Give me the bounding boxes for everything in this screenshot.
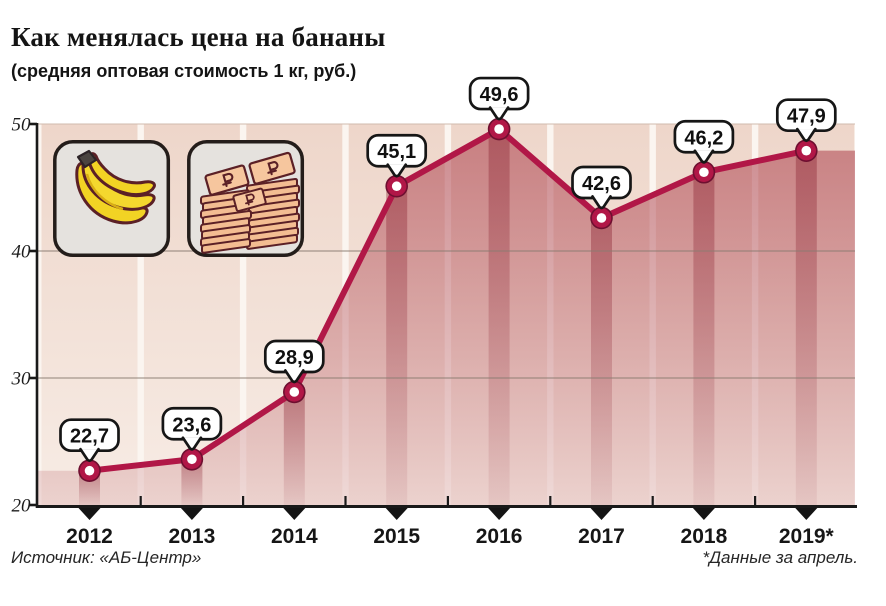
data-callout: 23,6 xyxy=(161,406,223,451)
y-axis-label: 20 xyxy=(12,496,32,517)
x-tick-triangle xyxy=(692,508,715,520)
data-point-marker-center xyxy=(596,213,607,223)
y-axis-label: 30 xyxy=(11,369,32,390)
point-column xyxy=(488,129,510,505)
callout-value: 49,6 xyxy=(480,84,519,106)
x-axis-label: 2017 xyxy=(578,525,625,548)
x-axis-label: 2013 xyxy=(169,525,216,548)
data-callout: 42,6 xyxy=(571,165,632,210)
callout-value: 42,6 xyxy=(582,173,621,195)
x-tick-triangle xyxy=(795,508,818,520)
y-axis-label: 40 xyxy=(12,242,32,263)
banana-back xyxy=(87,152,156,197)
money-bill-front xyxy=(232,187,267,213)
data-point-marker-center xyxy=(289,387,300,397)
callout-value: 22,7 xyxy=(70,426,109,448)
data-callout: 45,1 xyxy=(366,133,428,178)
callout-pointer xyxy=(795,127,817,143)
callout-value: 45,1 xyxy=(377,141,416,163)
data-callout: 49,6 xyxy=(468,76,530,121)
callout-value: 47,9 xyxy=(787,106,826,128)
x-tick-triangle xyxy=(180,508,203,520)
data-point-marker-center xyxy=(84,465,95,476)
x-axis-label: 2012 xyxy=(66,525,113,548)
point-column xyxy=(591,217,612,506)
callout-value: 46,2 xyxy=(684,127,723,149)
data-point-marker-center xyxy=(699,167,709,178)
callout-pointer xyxy=(181,436,203,451)
callout-value: 28,9 xyxy=(275,347,314,369)
data-callout: 28,9 xyxy=(263,339,325,384)
banana-stem xyxy=(76,149,98,169)
x-axis-label: 2016 xyxy=(476,525,523,548)
point-column xyxy=(181,459,203,505)
ruble-money-stacks-icon xyxy=(187,140,305,258)
callout-pointer xyxy=(283,369,305,384)
x-tick-triangle xyxy=(488,508,511,520)
callout-pointer xyxy=(386,163,408,178)
data-point-marker-center xyxy=(494,124,504,134)
x-tick-triangle xyxy=(283,508,306,520)
x-axis-label: 2018 xyxy=(681,525,728,548)
footnote-april-data: *Данные за апрель. xyxy=(702,548,858,567)
point-column xyxy=(795,150,817,506)
x-axis-label: 2019* xyxy=(779,525,835,548)
callout-pointer xyxy=(79,447,100,463)
data-callout: 22,7 xyxy=(59,418,120,463)
money-stack-left xyxy=(200,164,252,254)
point-column xyxy=(386,186,408,506)
x-axis-label: 2014 xyxy=(271,525,318,548)
data-callout: 47,9 xyxy=(775,98,837,143)
source-note: Источник: «АБ-Центр» xyxy=(11,548,202,567)
area-fill xyxy=(37,129,855,505)
x-tick-triangle xyxy=(78,508,101,520)
chart-subtitle: (средняя оптовая стоимость 1 кг, руб.) xyxy=(11,61,357,81)
callout-value: 23,6 xyxy=(172,414,211,436)
x-tick-triangle xyxy=(385,508,408,520)
banana-ridge-line xyxy=(85,173,124,211)
data-point-marker-center xyxy=(801,145,812,156)
x-tick-triangle xyxy=(590,508,613,520)
callout-pointer xyxy=(488,106,510,121)
point-column xyxy=(283,391,305,505)
data-point-marker-center xyxy=(391,181,402,192)
price-line xyxy=(86,126,810,474)
callout-pointer xyxy=(591,195,612,210)
point-column xyxy=(693,172,715,505)
callout-pointer xyxy=(693,149,715,164)
chart-title: Как менялась цена на бананы xyxy=(11,22,386,52)
x-axis-label: 2015 xyxy=(373,525,420,548)
bananas-icon xyxy=(53,140,171,258)
data-callout: 46,2 xyxy=(673,119,735,164)
y-axis-label: 50 xyxy=(12,115,32,136)
data-point-marker-center xyxy=(187,454,197,465)
